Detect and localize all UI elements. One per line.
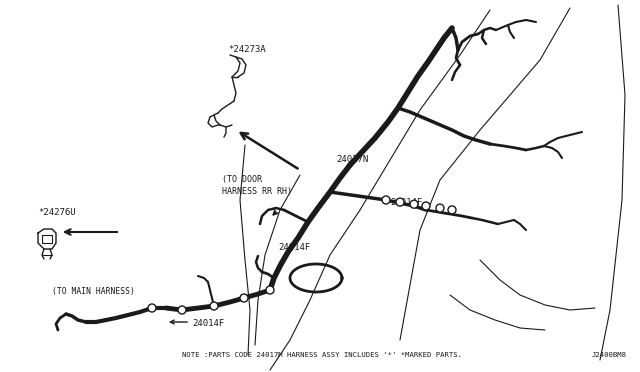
- Circle shape: [436, 204, 444, 212]
- Text: J2400BM8: J2400BM8: [592, 352, 627, 358]
- Circle shape: [240, 294, 248, 302]
- Circle shape: [382, 196, 390, 204]
- Circle shape: [410, 200, 418, 208]
- Text: *24273A: *24273A: [228, 45, 266, 54]
- Circle shape: [210, 302, 218, 310]
- Circle shape: [448, 206, 456, 214]
- Circle shape: [178, 306, 186, 314]
- Text: 24014F: 24014F: [278, 243, 310, 252]
- Text: 24014F: 24014F: [390, 198, 422, 207]
- Circle shape: [148, 304, 156, 312]
- Text: HARNESS RR RH): HARNESS RR RH): [222, 187, 292, 196]
- Circle shape: [422, 202, 430, 210]
- Text: *24276U: *24276U: [38, 208, 76, 217]
- Text: (TO MAIN HARNESS): (TO MAIN HARNESS): [52, 287, 135, 296]
- Circle shape: [396, 198, 404, 206]
- Text: (TO DOOR: (TO DOOR: [222, 175, 262, 184]
- Circle shape: [266, 286, 274, 294]
- Text: NOTE :PARTS CODE 24017M HARNESS ASSY INCLUDES '*' *MARKED PARTS.: NOTE :PARTS CODE 24017M HARNESS ASSY INC…: [182, 352, 462, 358]
- Text: 24014F: 24014F: [192, 319, 224, 328]
- Text: 24017N: 24017N: [336, 155, 368, 164]
